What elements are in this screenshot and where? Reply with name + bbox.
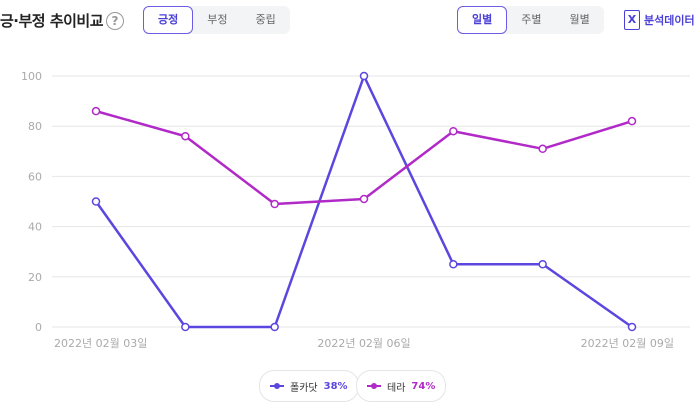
data-point-series1 <box>359 71 369 81</box>
tab-daily[interactable]: 일별 <box>457 6 508 34</box>
sentiment-tab-group: 긍정 부정 중립 <box>143 6 290 34</box>
y-tick-label: 0 <box>35 321 42 334</box>
data-point-series1 <box>627 322 637 332</box>
data-point-series2 <box>449 126 458 136</box>
x-tick-label: 2022년 02월 06일 <box>317 336 410 350</box>
data-point-series1 <box>91 197 101 206</box>
data-point-series1 <box>538 260 547 269</box>
help-icon[interactable]: ? <box>106 12 124 30</box>
legend-item-series2[interactable]: 테라 74% <box>356 370 447 402</box>
y-tick-label: 40 <box>28 221 42 234</box>
data-point-series2 <box>91 106 101 116</box>
x-tick-label: 2022년 02월 09일 <box>581 336 674 350</box>
y-tick-label: 80 <box>28 120 42 133</box>
export-data-button[interactable]: X 분석데이터 <box>624 10 695 30</box>
legend-marker-series1 <box>270 383 284 389</box>
y-tick-label: 60 <box>28 170 42 183</box>
y-tick-label: 100 <box>21 70 42 83</box>
data-point-series2 <box>627 116 637 126</box>
data-point-series2 <box>359 194 369 204</box>
data-point-series1 <box>181 322 190 332</box>
tab-positive[interactable]: 긍정 <box>143 6 194 34</box>
legend-item-series1[interactable]: 폴카닷 38% <box>259 370 359 402</box>
tab-neutral[interactable]: 중립 <box>255 13 276 26</box>
y-tick-label: 20 <box>28 271 42 284</box>
data-point-series1 <box>270 322 279 332</box>
legend-pct-series1: 38% <box>323 380 348 392</box>
period-tab-group: 일별 주별 월별 <box>457 6 604 34</box>
page-title: 긍·부정 추이비교 <box>0 12 104 30</box>
legend-marker-series2 <box>367 383 381 389</box>
data-point-series2 <box>538 144 547 154</box>
tab-negative[interactable]: 부정 <box>207 13 228 26</box>
legend-pct-series2: 74% <box>411 380 436 392</box>
export-label: 분석데이터 <box>644 14 695 27</box>
tab-monthly[interactable]: 월별 <box>569 13 590 26</box>
series-line-2 <box>95 109 633 206</box>
excel-icon: X <box>624 10 640 30</box>
data-point-series2 <box>270 199 279 209</box>
data-point-series1 <box>449 260 458 269</box>
tab-weekly[interactable]: 주별 <box>521 13 542 26</box>
legend-label-series1: 폴카닷 <box>290 382 318 394</box>
legend-label-series2: 테라 <box>387 382 406 394</box>
x-tick-label: 2022년 02월 03일 <box>54 336 147 350</box>
data-point-series2 <box>181 131 190 141</box>
